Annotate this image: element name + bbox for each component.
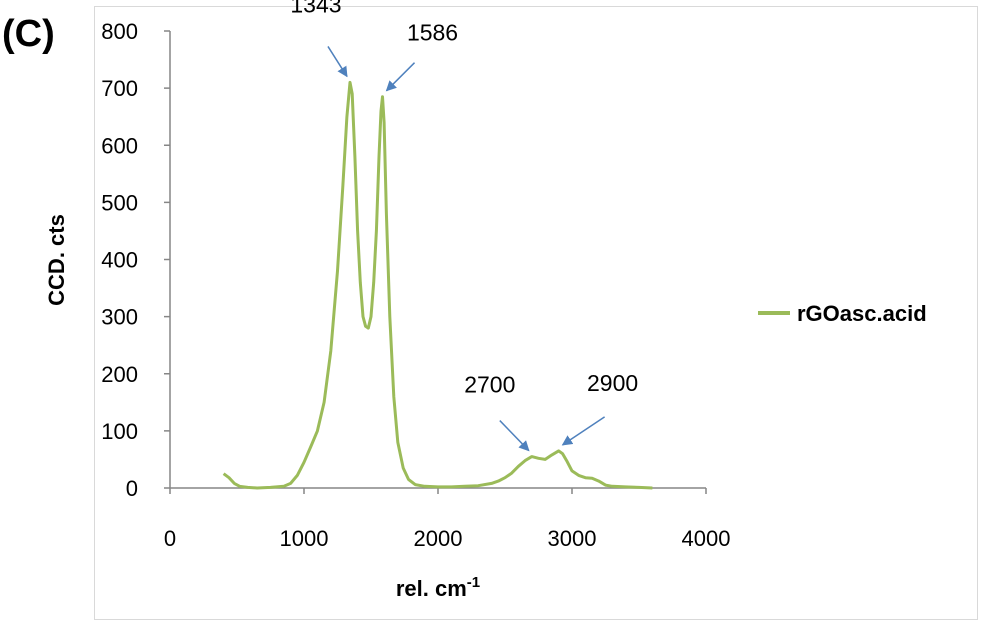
y-tick-label: 100 [101, 419, 138, 444]
x-axis-title-main: rel. cm [396, 576, 467, 601]
y-tick-label: 400 [101, 248, 138, 273]
series-line [222, 80, 653, 490]
annotation-layer: 1343 1586 2700 2900 [290, 0, 638, 452]
y-tick-label: 800 [101, 19, 138, 44]
y-tick-label: 0 [126, 476, 138, 501]
x-tick-label: 1000 [280, 526, 329, 551]
panel-label: (C) [0, 12, 59, 56]
x-tick-label: 0 [164, 526, 176, 551]
x-axis-title: rel. cm-1 [396, 574, 480, 601]
x-axis-title-superscript: -1 [467, 574, 480, 591]
annotation-label: 1343 [290, 0, 341, 17]
y-tick-label: 600 [101, 133, 138, 158]
annotation-arrow [561, 416, 606, 446]
legend-label: rGOasc.acid [797, 301, 927, 326]
y-tick-label: 700 [101, 76, 138, 101]
x-tick-label: 3000 [548, 526, 597, 551]
annotation-arrow [499, 420, 530, 452]
x-tick-label: 2000 [414, 526, 463, 551]
annotation-arrow [327, 46, 348, 78]
series-layer [222, 80, 653, 490]
y-axis-title: CCD. cts [44, 214, 69, 306]
axes: 0 1000 2000 3000 4000 0 100 200 300 400 500 600 700 8… [101, 19, 730, 551]
chart-frame [94, 6, 978, 620]
annotation-label: 1586 [407, 20, 458, 46]
legend[interactable]: rGOasc.acid [758, 301, 927, 326]
x-tick-label: 4000 [682, 526, 731, 551]
y-tick-label: 200 [101, 362, 138, 387]
annotation-label: 2900 [587, 370, 638, 396]
y-tick-label: 500 [101, 190, 138, 215]
y-tick-label: 300 [101, 305, 138, 330]
annotation-arrow [385, 62, 416, 92]
annotation-label: 2700 [464, 372, 515, 398]
